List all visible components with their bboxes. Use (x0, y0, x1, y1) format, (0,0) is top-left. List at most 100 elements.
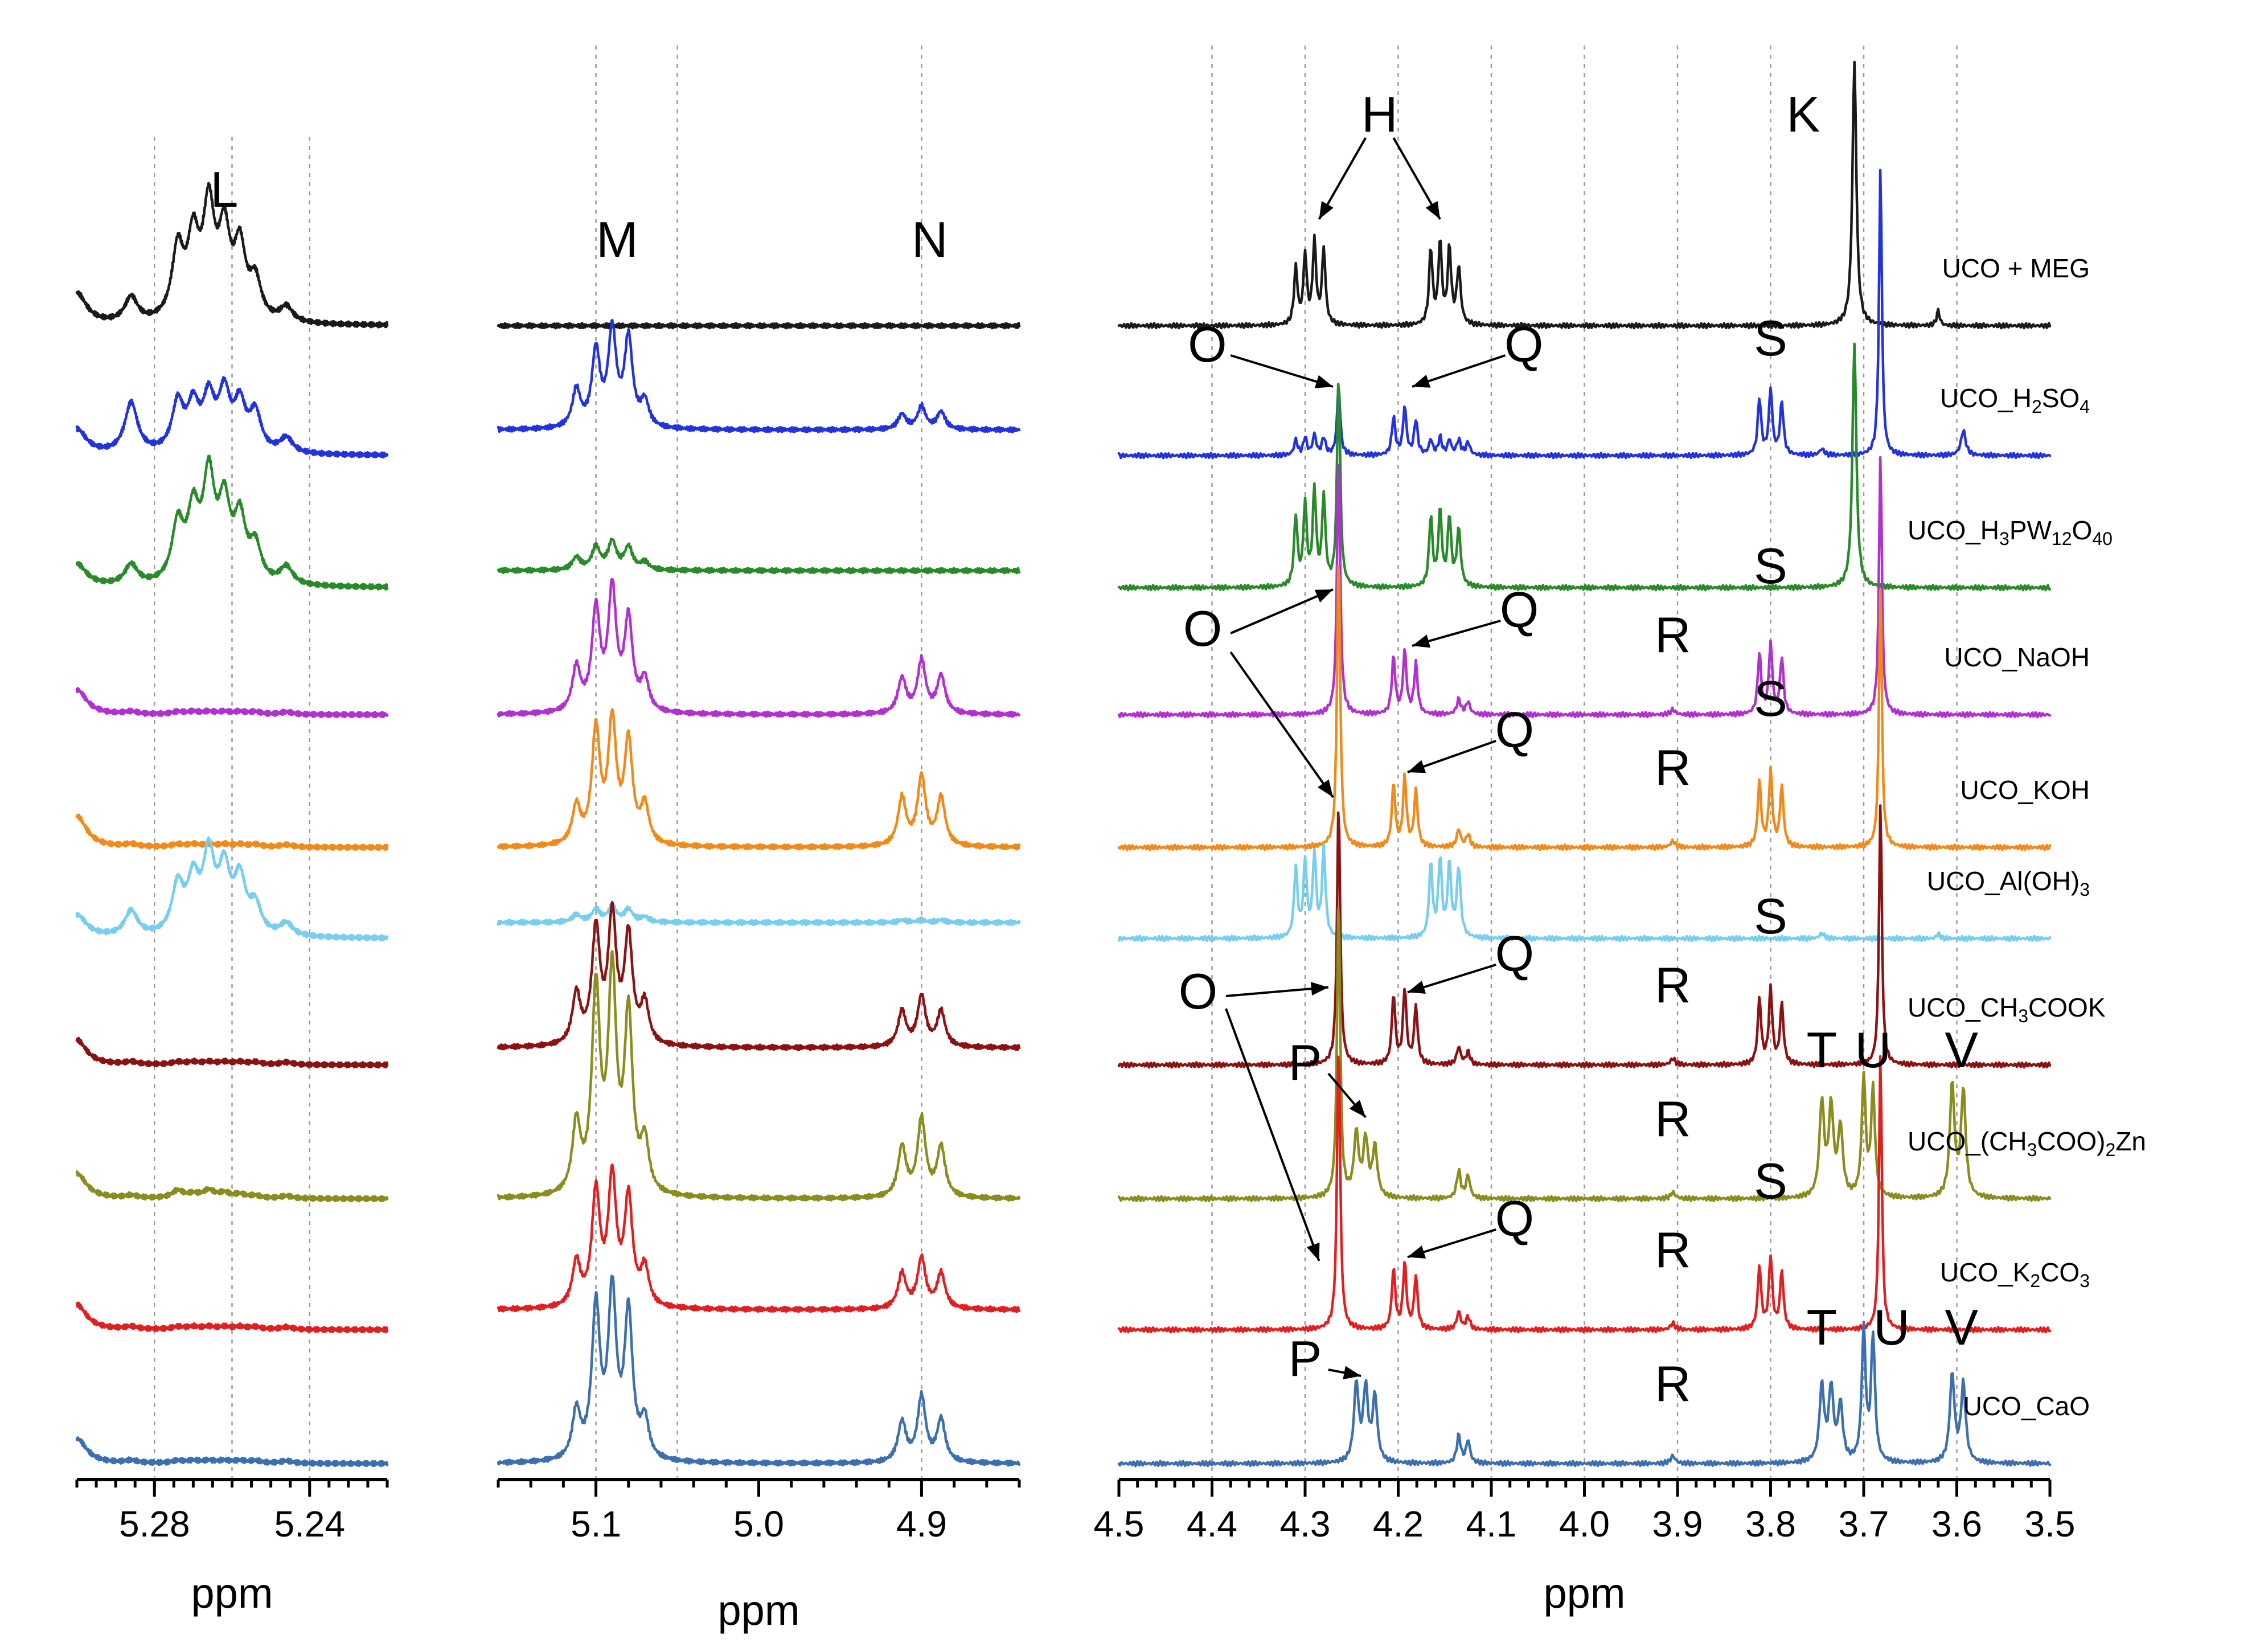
panel-middle-tick-label-2: 4.9 (896, 1503, 947, 1544)
panel-right-peak-label-U-19: U (1855, 1022, 1892, 1078)
panel-middle-trace-7 (497, 950, 1021, 1202)
panel-right-peak-label-S-11: S (1754, 670, 1787, 727)
arrowhead-O-3a (1314, 589, 1334, 603)
panel-middle-trace-0 (497, 322, 1021, 330)
panel-right-peak-label-O-12: O (1179, 963, 1217, 1019)
panel-right-peak-label-R-10: R (1655, 739, 1691, 796)
panel-right-tick-label-4: 4.1 (1466, 1503, 1517, 1544)
panel-middle-trace-8 (497, 1163, 1021, 1313)
panel-right-peak-label-R-25: R (1655, 1355, 1691, 1412)
panel-right-peak-label-P-16: P (1289, 1034, 1322, 1091)
panel-left-trace-2 (75, 454, 389, 591)
panel-right-tick-label-0: 4.5 (1094, 1503, 1145, 1544)
panel-right-peak-label-R-17: R (1655, 1091, 1691, 1147)
panel-right-peak-label-T-18: T (1807, 1022, 1838, 1078)
panel-middle-trace-1 (497, 318, 1021, 434)
panel-right-peak-label-P-24: P (1289, 1330, 1322, 1387)
arrowhead-Q-8 (1407, 1245, 1426, 1259)
panel-right-tick-label-2: 4.3 (1280, 1503, 1331, 1544)
sample-label-3: UCO_NaOH (1944, 642, 2090, 672)
panel-right-tick-label-6: 3.9 (1652, 1503, 1703, 1544)
panel-right-peak-label-Q-21: Q (1495, 1190, 1534, 1247)
panel-left-tick-label-0: 5.28 (119, 1503, 190, 1544)
arrow-O-3b (1229, 651, 1334, 798)
panel-left-trace-3 (75, 687, 389, 719)
panel-right-tick-label-9: 3.6 (1931, 1503, 1982, 1544)
spectra-traces (75, 60, 2052, 1468)
panel-middle-trace-9 (497, 1275, 1021, 1467)
panel-right-peak-label-R-7: R (1655, 607, 1691, 663)
panel-middle-tick-label-1: 5.0 (733, 1503, 784, 1544)
panel-right-peak-label-R-22: R (1655, 1222, 1691, 1278)
panel-right-tick-label-3: 4.2 (1373, 1503, 1424, 1544)
panel-right-peak-label-T-26: T (1807, 1299, 1838, 1355)
panel-right-trace-9 (1117, 1321, 2052, 1468)
annotation-arrows (1225, 137, 1506, 1380)
panel-right-peak-label-S-4: S (1754, 310, 1787, 366)
sample-label-1: UCO_H2SO4 (1940, 383, 2090, 417)
arrowhead-H-right (1425, 200, 1441, 219)
panel-right-peak-label-R-14: R (1655, 957, 1691, 1013)
panel-middle-tick-label-0: 5.1 (571, 1503, 621, 1544)
panel-right-trace-6 (1117, 804, 2052, 1069)
panel-right-peak-label-U-27: U (1873, 1299, 1910, 1355)
gridlines (154, 46, 1958, 1480)
panel-left-trace-1 (75, 376, 389, 459)
sample-label-5: UCO_Al(OH)3 (1927, 866, 2090, 900)
sample-label-8: UCO_K2CO3 (1940, 1257, 2090, 1291)
panel-left-trace-6 (75, 1036, 389, 1069)
panel-right-tick-label-8: 3.7 (1839, 1503, 1889, 1544)
panel-right-peak-label-S-23: S (1754, 1153, 1787, 1209)
arrowhead-P-9 (1343, 1366, 1361, 1380)
panel-right-trace-0 (1117, 60, 2052, 330)
panel-right-trace-4 (1117, 564, 2052, 851)
panel-right-trace-8 (1117, 1055, 2052, 1334)
sample-label-2: UCO_H3PW12O40 (1908, 515, 2113, 549)
sample-label-9: UCO_CaO (1963, 1391, 2090, 1421)
sample-label-6: UCO_CH3COOK (1908, 993, 2106, 1026)
panel-right-trace-2 (1117, 342, 2052, 592)
panel-right-peak-label-V-20: V (1945, 1022, 1978, 1078)
panel-middle-axis-title: ppm (718, 1587, 800, 1634)
panel-right-tick-label-10: 3.5 (2025, 1503, 2076, 1544)
panel-left-tick-label-1: 5.24 (274, 1503, 345, 1544)
panel-right-peak-label-S-8: S (1754, 538, 1787, 594)
arrowhead-O-6b (1306, 1242, 1320, 1261)
panel-right-axis-title: ppm (1544, 1570, 1626, 1617)
panel-right-peak-label-Q-3: Q (1504, 316, 1543, 372)
arrowhead-P-7 (1349, 1100, 1366, 1117)
panel-middle-peak-label-N-1: N (912, 211, 948, 268)
panel-left-trace-5 (75, 836, 389, 942)
panel-middle-peak-label-M-0: M (596, 211, 638, 268)
panel-right-peak-label-Q-13: Q (1495, 925, 1534, 982)
panel-left-trace-7 (75, 1170, 389, 1203)
panel-right-tick-label-1: 4.4 (1187, 1503, 1237, 1544)
panel-right-peak-label-S-15: S (1754, 888, 1787, 944)
panel-right-tick-label-5: 4.0 (1559, 1503, 1610, 1544)
arrow-O-3a (1230, 588, 1334, 634)
panel-right-trace-1 (1117, 169, 2052, 460)
panel-right-peak-label-H-0: H (1361, 86, 1398, 142)
panel-left-trace-8 (75, 1301, 389, 1334)
arrowhead-O-6a (1310, 982, 1328, 996)
arrowhead-Q-3 (1412, 634, 1431, 648)
panel-right-tick-label-7: 3.8 (1745, 1503, 1796, 1544)
panel-middle-trace-5 (497, 902, 1021, 927)
panel-left-trace-0 (75, 182, 389, 329)
panel-middle-trace-2 (497, 538, 1021, 575)
panel-left-axis-title: ppm (191, 1570, 273, 1617)
panel-right-trace-5 (1117, 842, 2052, 943)
panel-right-peak-label-Q-9: Q (1495, 702, 1534, 758)
panel-right-peak-label-Q-6: Q (1500, 581, 1539, 638)
arrowhead-H-left (1319, 200, 1334, 219)
panel-right-trace-7 (1117, 907, 2052, 1203)
arrow-O-6b (1225, 1008, 1320, 1261)
panel-middle-trace-3 (497, 577, 1021, 718)
arrow-O-1 (1230, 354, 1334, 388)
arrowhead-Q-4 (1407, 760, 1426, 773)
sample-label-7: UCO_(CH3COO)2Zn (1908, 1126, 2146, 1160)
